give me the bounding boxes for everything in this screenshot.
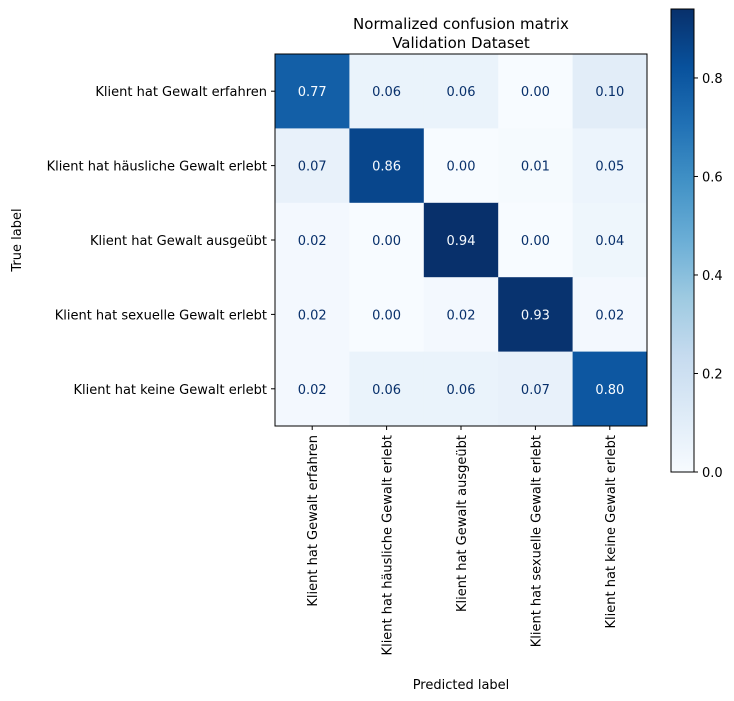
colorbar-tick-label: 0.6 xyxy=(702,170,723,185)
cell-value-label: 0.00 xyxy=(372,308,401,323)
matrix-cell xyxy=(423,128,499,204)
matrix-cell xyxy=(572,128,648,204)
matrix-cells: 0.77 0.06 0.06 0.00 0.10 0.07 0.86 0.00 0.01 0.05… xyxy=(275,54,648,427)
matrix-cell xyxy=(275,128,350,204)
y-tick-label: Klient hat Gewalt erfahren xyxy=(95,85,267,100)
cell-value-label: 0.00 xyxy=(521,85,550,100)
y-tick-label: Klient hat häusliche Gewalt erlebt xyxy=(47,160,267,175)
cell-value-label: 0.10 xyxy=(595,85,624,100)
matrix-cell xyxy=(572,277,648,353)
cell-value-label: 0.06 xyxy=(372,85,401,100)
cell-value-label: 0.00 xyxy=(521,234,550,249)
matrix-cell xyxy=(423,202,499,278)
matrix-cell xyxy=(572,54,648,129)
cell-value-label: 0.02 xyxy=(595,308,624,323)
cell-value-label: 0.02 xyxy=(447,308,476,323)
y-tick-label: Klient hat keine Gewalt erlebt xyxy=(73,383,267,398)
matrix-cell xyxy=(349,128,425,204)
matrix-cell xyxy=(423,54,499,129)
cell-value-label: 0.02 xyxy=(298,234,327,249)
matrix-cell xyxy=(498,351,574,427)
colorbar-tick-label: 0.2 xyxy=(702,367,723,382)
y-axis-label: True label xyxy=(10,208,25,272)
matrix-cell xyxy=(572,351,648,427)
cell-value-label: 0.05 xyxy=(595,160,624,175)
x-tick-label: Klient hat Gewalt erfahren xyxy=(306,435,321,607)
cell-value-label: 0.06 xyxy=(447,383,476,398)
cell-value-label: 0.86 xyxy=(372,160,401,175)
colorbar-ticks: 0.0 0.2 0.4 0.6 0.8 xyxy=(694,72,723,481)
cell-value-label: 0.77 xyxy=(298,85,327,100)
cell-value-label: 0.02 xyxy=(298,383,327,398)
x-tick-label: Klient hat häusliche Gewalt erlebt xyxy=(381,435,396,655)
cell-value-label: 0.06 xyxy=(447,85,476,100)
chart-title-line-2: Validation Dataset xyxy=(392,34,530,52)
cell-value-label: 0.80 xyxy=(595,383,624,398)
matrix-cell xyxy=(349,202,425,278)
matrix-cell xyxy=(349,351,425,427)
y-tick-labels: Klient hat Gewalt erfahren Klient hat häu… xyxy=(47,85,275,398)
colorbar xyxy=(670,8,695,473)
matrix-cell xyxy=(498,128,574,204)
x-tick-label: Klient hat sexuelle Gewalt erlebt xyxy=(529,435,544,647)
cell-value-label: 0.06 xyxy=(372,383,401,398)
cell-value-label: 0.94 xyxy=(447,234,476,249)
matrix-cell xyxy=(498,202,574,278)
matrix-cell xyxy=(498,54,574,129)
matrix-cell xyxy=(349,54,425,129)
matrix-cell xyxy=(275,202,350,278)
matrix-cell xyxy=(423,351,499,427)
matrix-cell xyxy=(423,277,499,353)
matrix-cell xyxy=(275,277,350,353)
cell-value-label: 0.00 xyxy=(447,160,476,175)
cell-value-label: 0.07 xyxy=(298,160,327,175)
x-tick-labels: Klient hat Gewalt erfahren Klient hat häu… xyxy=(306,426,619,655)
cell-value-label: 0.93 xyxy=(521,308,550,323)
colorbar-tick-label: 0.4 xyxy=(702,269,723,284)
colorbar-tick-label: 0.0 xyxy=(702,466,723,481)
cell-value-label: 0.07 xyxy=(521,383,550,398)
x-axis-label: Predicted label xyxy=(413,678,510,693)
matrix-cell xyxy=(275,54,350,129)
y-tick-label: Klient hat Gewalt ausgeübt xyxy=(90,234,267,249)
cell-value-label: 0.02 xyxy=(298,308,327,323)
matrix-cell xyxy=(275,351,350,427)
x-tick-label: Klient hat keine Gewalt erlebt xyxy=(604,435,619,629)
cell-value-label: 0.00 xyxy=(372,234,401,249)
x-tick-label: Klient hat Gewalt ausgeübt xyxy=(455,435,470,612)
matrix-cell xyxy=(349,277,425,353)
chart-title-line-1: Normalized confusion matrix xyxy=(353,15,569,33)
matrix-cell xyxy=(572,202,648,278)
cell-value-label: 0.04 xyxy=(595,234,624,249)
colorbar-tick-label: 0.8 xyxy=(702,72,723,87)
matrix-cell xyxy=(498,277,574,353)
y-tick-label: Klient hat sexuelle Gewalt erlebt xyxy=(55,308,267,323)
cell-value-label: 0.01 xyxy=(521,160,550,175)
